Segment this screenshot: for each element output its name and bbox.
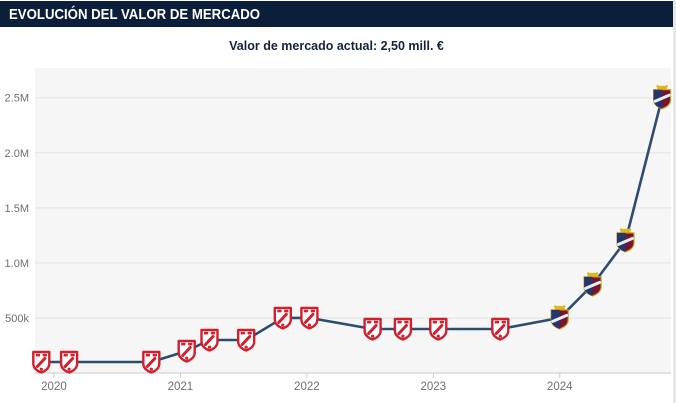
panel-header: EVOLUCIÓN DEL VALOR DE MERCADO xyxy=(0,1,673,27)
x-axis-tick-label: 2021 xyxy=(168,381,194,393)
red-white-club-crest-icon xyxy=(300,306,319,330)
red-white-club-crest-icon xyxy=(273,306,292,330)
red-white-club-crest-icon xyxy=(142,350,161,374)
y-axis-tick-label: 1.5M xyxy=(5,203,29,215)
blue-garnet-club-crest-icon xyxy=(550,305,569,330)
market-value-point[interactable] xyxy=(363,317,382,341)
market-value-point[interactable] xyxy=(142,350,161,374)
current-value-subtitle: Valor de mercado actual: 2,50 mill. € xyxy=(229,39,444,53)
red-white-club-crest-icon xyxy=(491,317,510,341)
y-axis-tick-label: 2.5M xyxy=(5,93,29,105)
red-white-club-crest-icon xyxy=(363,317,382,341)
market-value-point[interactable] xyxy=(616,228,635,253)
market-value-point[interactable] xyxy=(652,85,672,110)
red-white-club-crest-icon xyxy=(59,350,79,374)
market-value-point[interactable] xyxy=(177,339,196,363)
panel-title: EVOLUCIÓN DEL VALOR DE MERCADO xyxy=(9,5,261,23)
market-value-point[interactable] xyxy=(32,350,51,374)
red-white-club-crest-icon xyxy=(200,328,219,352)
blue-garnet-club-crest-icon xyxy=(583,272,602,297)
y-axis-tick-label: 1.0M xyxy=(5,258,29,270)
market-value-point[interactable] xyxy=(273,306,292,330)
market-value-point[interactable] xyxy=(300,306,319,330)
x-axis-tick-label: 2020 xyxy=(41,381,67,393)
blue-garnet-club-crest-icon xyxy=(652,85,672,110)
market-value-point[interactable] xyxy=(583,272,602,297)
y-axis-tick-label: 2.0M xyxy=(5,148,29,160)
red-white-club-crest-icon xyxy=(429,317,448,341)
x-axis-tick-label: 2023 xyxy=(420,381,446,393)
x-axis-tick-label: 2024 xyxy=(547,381,573,393)
market-value-point[interactable] xyxy=(491,317,510,341)
market-value-point[interactable] xyxy=(429,317,448,341)
red-white-club-crest-icon xyxy=(177,339,196,363)
red-white-club-crest-icon xyxy=(236,328,256,352)
market-value-point[interactable] xyxy=(200,328,219,352)
red-white-club-crest-icon xyxy=(393,317,413,341)
red-white-club-crest-icon xyxy=(32,350,51,374)
market-value-line xyxy=(39,96,664,364)
plot-area xyxy=(35,68,671,373)
x-axis-tick-label: 2022 xyxy=(294,381,320,393)
market-value-point[interactable] xyxy=(393,317,413,341)
blue-garnet-club-crest-icon xyxy=(616,228,635,253)
market-value-point[interactable] xyxy=(59,350,79,374)
y-axis-tick-label: 500k xyxy=(5,313,29,325)
market-value-point[interactable] xyxy=(550,305,569,330)
market-value-point[interactable] xyxy=(236,328,256,352)
